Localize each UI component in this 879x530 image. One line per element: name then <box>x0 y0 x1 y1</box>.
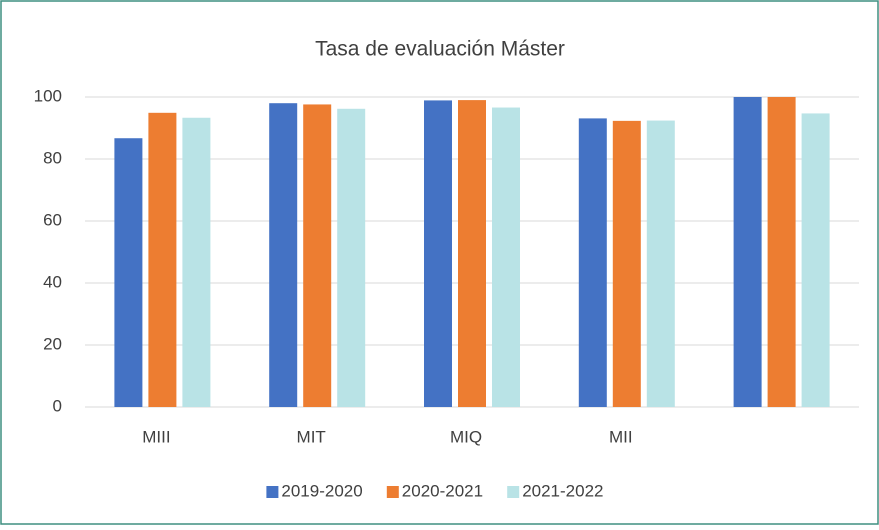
bar <box>492 107 520 407</box>
x-tick-label: MIII <box>142 427 170 446</box>
bar <box>337 108 366 407</box>
chart-title: Tasa de evaluación Máster <box>315 38 565 61</box>
bar <box>767 97 796 407</box>
bar <box>303 104 332 407</box>
bar <box>646 120 675 407</box>
y-tick-label: 40 <box>43 272 62 291</box>
bar <box>182 117 211 408</box>
legend-label: 2019-2020 <box>281 481 362 500</box>
bar <box>733 97 762 407</box>
bar <box>578 118 607 407</box>
x-tick-label: MII <box>609 427 633 446</box>
bar <box>148 112 177 407</box>
legend-label: 2020-2021 <box>402 481 483 500</box>
y-tick-label: 80 <box>43 148 62 167</box>
x-tick-label: MIT <box>297 427 326 446</box>
bar <box>424 100 452 407</box>
bar <box>114 138 143 408</box>
y-tick-label: 60 <box>43 210 62 229</box>
y-tick-label: 0 <box>53 396 62 415</box>
y-tick-label: 100 <box>34 86 62 105</box>
bar <box>269 103 298 407</box>
x-tick-label: MIQ <box>450 427 482 446</box>
bar <box>801 113 830 408</box>
bar <box>458 100 486 407</box>
legend-swatch <box>266 486 279 498</box>
legend-label: 2021-2022 <box>522 481 603 500</box>
legend-swatch <box>507 486 520 498</box>
bar <box>612 120 641 408</box>
y-tick-label: 20 <box>43 334 62 353</box>
legend-swatch <box>386 486 399 498</box>
